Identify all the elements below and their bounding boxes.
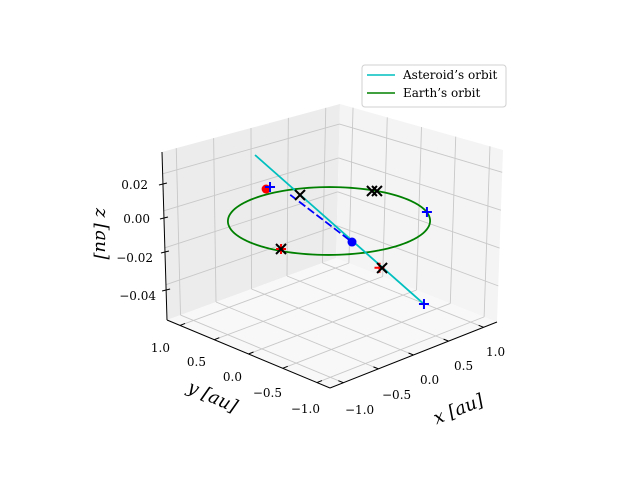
x-tick-label: 1.0 — [486, 345, 505, 359]
x-tick-label: 0.0 — [420, 373, 439, 387]
y-tick-label: 0.5 — [187, 355, 206, 369]
legend-label-earth: Earth’s orbit — [403, 86, 480, 100]
asteroid-orbit-line — [254, 154, 426, 306]
z-tick-label: −0.02 — [116, 251, 153, 265]
plus-marker — [265, 181, 276, 192]
grid-lines — [162, 107, 503, 384]
y-tick — [282, 365, 288, 369]
plus-marker — [421, 207, 432, 217]
grid-line — [483, 146, 491, 317]
x-marker — [376, 262, 388, 274]
plus-marker — [418, 298, 429, 309]
grid-line — [449, 136, 457, 304]
position-dot — [347, 237, 357, 247]
y-tick — [214, 337, 220, 341]
y-tick — [316, 380, 323, 384]
y-tick-label: 0.0 — [223, 370, 242, 384]
grid-line — [316, 316, 485, 383]
x-axis-label: x [au] — [430, 390, 487, 429]
data-marks — [226, 154, 432, 309]
grid-line — [348, 107, 354, 264]
grid-line — [282, 303, 451, 369]
x-tick — [408, 352, 414, 356]
grid-line — [250, 127, 252, 290]
z-tick-label: −0.04 — [119, 289, 156, 303]
y-tick-label: 1.0 — [151, 341, 170, 355]
legend-label-asteroid: Asteroid’s orbit — [402, 68, 497, 82]
x-marker — [366, 185, 378, 197]
y-tick — [179, 322, 186, 326]
legend: Asteroid’s orbit Earth’s orbit — [361, 64, 507, 108]
z-tick — [159, 216, 169, 220]
x-tick — [478, 324, 484, 328]
z-axis-line — [161, 151, 168, 321]
asteroid-highlight-segment — [289, 194, 353, 243]
grid-line — [286, 117, 289, 276]
grid-line — [322, 107, 327, 263]
y-tick-label: −1.0 — [291, 402, 320, 416]
grid-line — [286, 275, 449, 342]
z-tick — [158, 182, 168, 186]
grid-line — [251, 288, 414, 356]
x-tick — [373, 366, 379, 370]
y-tick-label: −0.5 — [253, 386, 282, 400]
x-marker — [294, 189, 306, 201]
y-tick — [248, 351, 254, 355]
z-tick — [160, 250, 170, 254]
earth-orbit-line — [226, 186, 432, 256]
x-tick — [338, 380, 344, 384]
z-tick-label: 0.02 — [121, 178, 148, 192]
grid-line — [175, 148, 181, 316]
z-axis-label: z [au] — [91, 207, 112, 261]
grid-line — [213, 138, 217, 303]
z-tick — [161, 288, 171, 292]
tick-marks — [158, 182, 484, 384]
grid-line — [322, 262, 484, 328]
x-tick-label: −1.0 — [345, 403, 374, 417]
x-tick-label: 0.5 — [454, 359, 473, 373]
x-tick-label: −0.5 — [382, 388, 411, 402]
x-marker — [371, 185, 383, 197]
grid-line — [416, 126, 422, 291]
x-tick — [443, 338, 449, 342]
x-marker — [275, 243, 287, 255]
z-tick-label: 0.00 — [123, 212, 150, 226]
